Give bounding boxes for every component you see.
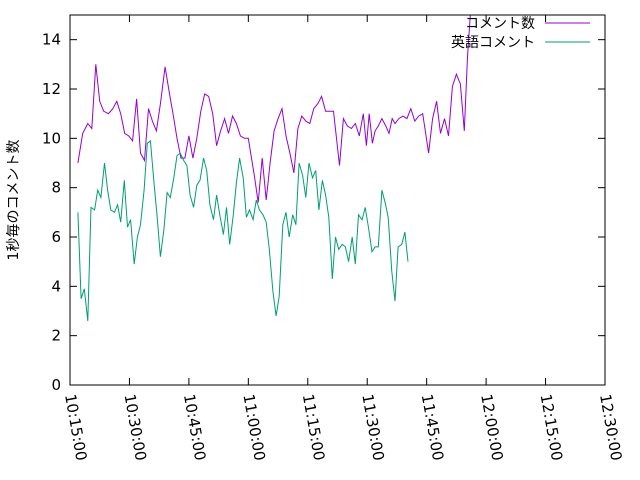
- series-line-1: [77, 139, 409, 321]
- y-tick-label-0: 0: [51, 376, 61, 394]
- y-tick-label-7: 14: [42, 31, 61, 49]
- y-tick-label-3: 6: [51, 228, 61, 246]
- y-axis-title: 1秒毎のコメント数: [6, 140, 22, 261]
- series-line-0: [77, 14, 471, 203]
- legend: コメント数 英語コメント: [451, 16, 590, 51]
- legend-label-series-1: 英語コメント: [451, 34, 535, 51]
- y-tick-label-5: 10: [42, 129, 61, 147]
- plot-frame: [69, 14, 606, 386]
- series-layer: [77, 14, 471, 321]
- legend-label-series-0: コメント数: [465, 16, 535, 32]
- y-tick-label-1: 2: [51, 327, 61, 345]
- y-tick-label-2: 4: [51, 277, 61, 295]
- y-tick-label-6: 12: [42, 80, 61, 98]
- y-tick-label-4: 8: [51, 179, 61, 197]
